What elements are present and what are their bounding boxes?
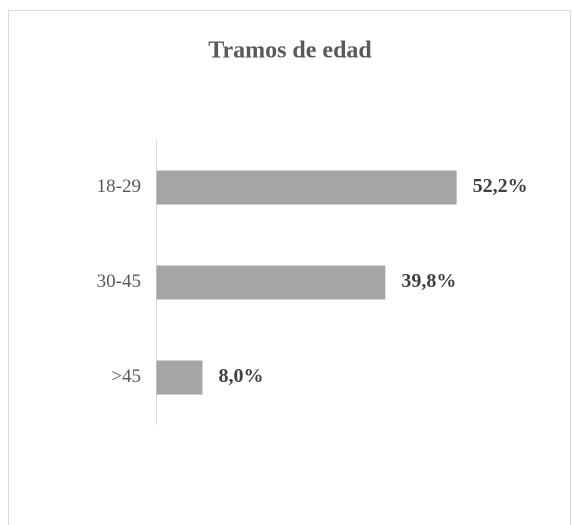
data-label: 39,8% [401, 270, 456, 292]
y-tick-label: 18-29 [97, 176, 141, 197]
bar [156, 265, 386, 300]
data-label: 52,2% [473, 175, 528, 197]
y-tick-label: 30-45 [97, 271, 141, 292]
chart-title: Tramos de edad [208, 38, 372, 64]
bar [156, 360, 203, 395]
bar [156, 170, 457, 205]
data-label: 8,0% [219, 365, 264, 387]
y-tick-label: >45 [111, 366, 141, 387]
